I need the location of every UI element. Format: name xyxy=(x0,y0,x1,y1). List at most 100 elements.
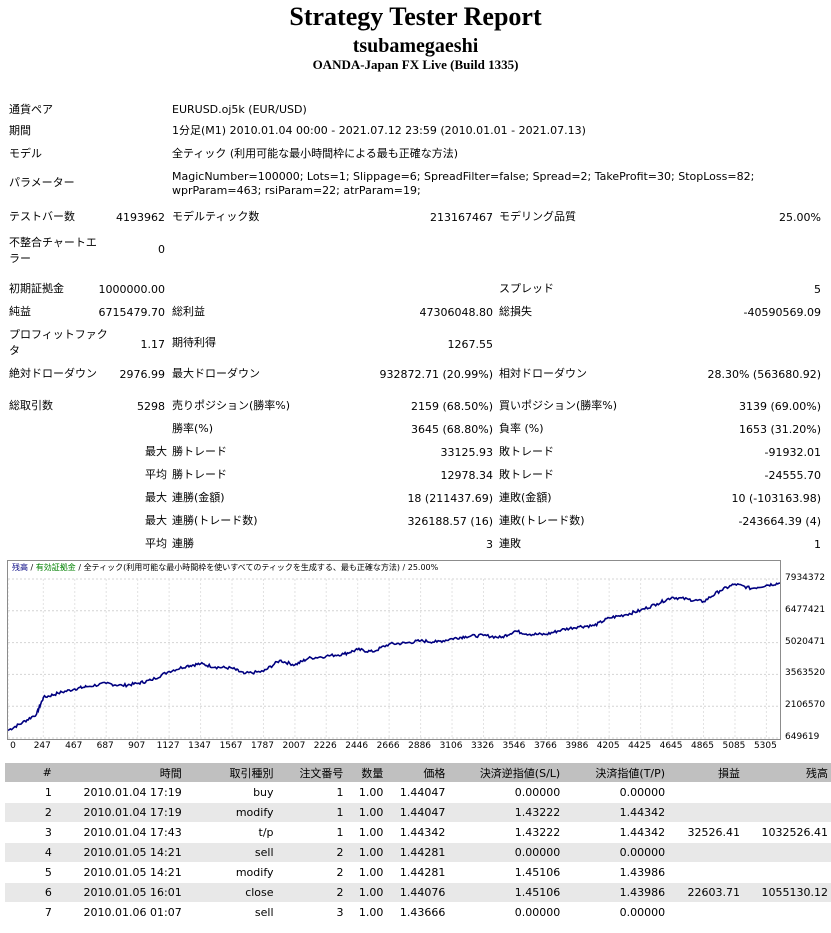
spread-label: スプレッド xyxy=(499,282,554,295)
avg-consec-losses-value: 1 xyxy=(814,538,821,551)
avg-loss-value: -24555.70 xyxy=(764,469,821,482)
table-cell: 1.00 xyxy=(346,802,387,823)
balance-chart xyxy=(7,560,781,740)
max-consec-losses-value: 10 (-103163.98) xyxy=(731,492,821,505)
table-cell: 1.43666 xyxy=(386,902,449,922)
x-tick-label: 2226 xyxy=(313,741,337,751)
max-prefix: 最大 xyxy=(145,491,167,504)
y-tick-label: 6477421 xyxy=(785,604,826,615)
server-build: OANDA-Japan FX Live (Build 1335) xyxy=(312,57,519,72)
table-cell: modify xyxy=(184,862,277,883)
max-consec-losses-label: 連敗(金額) xyxy=(499,491,552,504)
table-row: 1 2010.01.04 17:19 buy 1 1.00 1.44047 0.00000 0… xyxy=(5,782,831,803)
table-cell: close xyxy=(184,882,277,903)
report-title: Strategy Tester Report xyxy=(289,2,542,31)
table-cell: modify xyxy=(184,802,277,823)
y-tick-label: 649619 xyxy=(785,732,820,742)
table-row: 3 2010.01.04 17:43 t/p 1 1.00 1.44342 1.43222 1… xyxy=(5,822,831,843)
mismatch-label: 不整合チャートエラー xyxy=(9,236,97,265)
table-cell: 1.44047 xyxy=(386,782,449,803)
max-consec-profit-label: 連勝(トレード数) xyxy=(172,514,258,527)
table-cell xyxy=(743,842,831,863)
ticks-value: 213167467 xyxy=(430,211,493,224)
x-tick-label: 1567 xyxy=(219,741,243,751)
long-positions-value: 3139 (69.00%) xyxy=(738,400,821,413)
gross-loss-value: -40590569.09 xyxy=(743,306,821,319)
table-cell: 1 xyxy=(276,802,347,823)
quality-label: モデリング品質 xyxy=(499,210,576,223)
x-tick-label: 907 xyxy=(128,741,146,751)
table-cell xyxy=(668,802,743,823)
max-drawdown-value: 932872.71 (20.99%) xyxy=(379,368,493,381)
legend-equity: 有効証拠金 xyxy=(35,563,76,572)
rel-drawdown-label: 相対ドローダウン xyxy=(499,367,587,380)
profit-factor-label: プロフィットファクタ xyxy=(9,328,108,357)
avg-consec-wins-label: 連勝 xyxy=(172,537,194,550)
params-label: パラメーター xyxy=(9,176,75,189)
max-consec-profit-value: 326188.57 (16) xyxy=(407,515,493,528)
short-positions-value: 2159 (68.50%) xyxy=(410,400,493,413)
largest-win-value: 33125.93 xyxy=(440,446,494,459)
table-cell: 1.43986 xyxy=(563,882,669,903)
table-cell: 2010.01.06 01:07 xyxy=(54,902,185,922)
table-cell: 1 xyxy=(5,782,55,803)
largest-loss-value: -91932.01 xyxy=(764,446,821,459)
table-cell: 1.00 xyxy=(346,902,387,922)
table-cell: 1.44281 xyxy=(386,842,449,863)
table-cell: 0.00000 xyxy=(448,842,564,863)
avg-win-label: 勝トレード xyxy=(172,468,227,481)
gross-profit-value: 47306048.80 xyxy=(419,306,493,319)
column-header: # xyxy=(5,763,55,783)
x-tick-label: 3766 xyxy=(533,741,557,751)
max-consec-loss-label: 連敗(トレード数) xyxy=(499,514,585,527)
table-cell: t/p xyxy=(184,822,277,843)
table-cell: 2010.01.05 16:01 xyxy=(54,882,185,903)
x-tick-label: 1127 xyxy=(156,741,180,751)
table-cell: 0.00000 xyxy=(448,782,564,803)
x-tick-label: 5305 xyxy=(753,741,777,751)
table-cell: 3 xyxy=(276,902,347,922)
y-tick-label: 2106570 xyxy=(785,700,826,711)
net-profit-value: 6715479.70 xyxy=(98,306,165,319)
expert-name: tsubamegaeshi xyxy=(352,35,479,57)
balance-series-line xyxy=(8,582,780,732)
table-cell: 1.44342 xyxy=(563,822,669,843)
table-cell: 1.45106 xyxy=(448,862,564,883)
x-tick-label: 4425 xyxy=(628,741,652,751)
table-cell xyxy=(743,862,831,883)
table-row: 5 2010.01.05 14:21 modify 2 1.00 1.44281 1.451… xyxy=(5,862,831,883)
x-tick-label: 687 xyxy=(96,741,114,751)
table-cell: 1.00 xyxy=(346,822,387,843)
column-header: 決済逆指値(S/L) xyxy=(448,763,564,783)
table-cell: buy xyxy=(184,782,277,803)
table-cell: 2 xyxy=(276,882,347,903)
table-row: 4 2010.01.05 14:21 sell 2 1.00 1.44281 0.00000… xyxy=(5,842,831,863)
column-header: 価格 xyxy=(386,763,449,783)
period-label: 期間 xyxy=(9,124,31,137)
x-tick-label: 2446 xyxy=(345,741,369,751)
pair-label: 通貨ペア xyxy=(9,103,53,116)
x-tick-label: 1347 xyxy=(188,741,212,751)
max-consec-wins-label: 連勝(金額) xyxy=(172,491,225,504)
win-rate-value: 3645 (68.80%) xyxy=(410,423,493,436)
trades-table: # 時間 取引種別 注文番号 数量 価格 決済逆指値(S/L) 決済指値(T/P) 損益 残高 1… xyxy=(5,763,831,922)
column-header: 損益 xyxy=(668,763,743,783)
gross-loss-label: 総損失 xyxy=(499,305,532,318)
chart-legend: 残高 / 有効証拠金 / 全ティック(利用可能な最小時間枠を使いすべてのティック… xyxy=(12,562,439,573)
largest-loss-label: 敗トレード xyxy=(499,445,554,458)
x-tick-label: 5085 xyxy=(722,741,746,751)
total-trades-label: 総取引数 xyxy=(9,399,53,412)
y-tick-label: 5020471 xyxy=(785,636,826,647)
table-cell: 2010.01.04 17:19 xyxy=(54,802,185,823)
x-tick-label: 3546 xyxy=(502,741,526,751)
balance-chart-svg xyxy=(8,578,780,739)
table-cell: 1055130.12 xyxy=(743,882,831,903)
legend-rest: / 全ティック(利用可能な最小時間枠を使いすべてのティックを生成する、最も正確な… xyxy=(75,563,439,572)
table-cell: 0.00000 xyxy=(563,842,669,863)
table-cell xyxy=(743,902,831,922)
table-cell: 4 xyxy=(5,842,55,863)
params-value: MagicNumber=100000; Lots=1; Slippage=6; … xyxy=(172,170,755,197)
table-cell: 1.43222 xyxy=(448,802,564,823)
table-cell: 0.00000 xyxy=(563,902,669,922)
table-cell: sell xyxy=(184,902,277,922)
